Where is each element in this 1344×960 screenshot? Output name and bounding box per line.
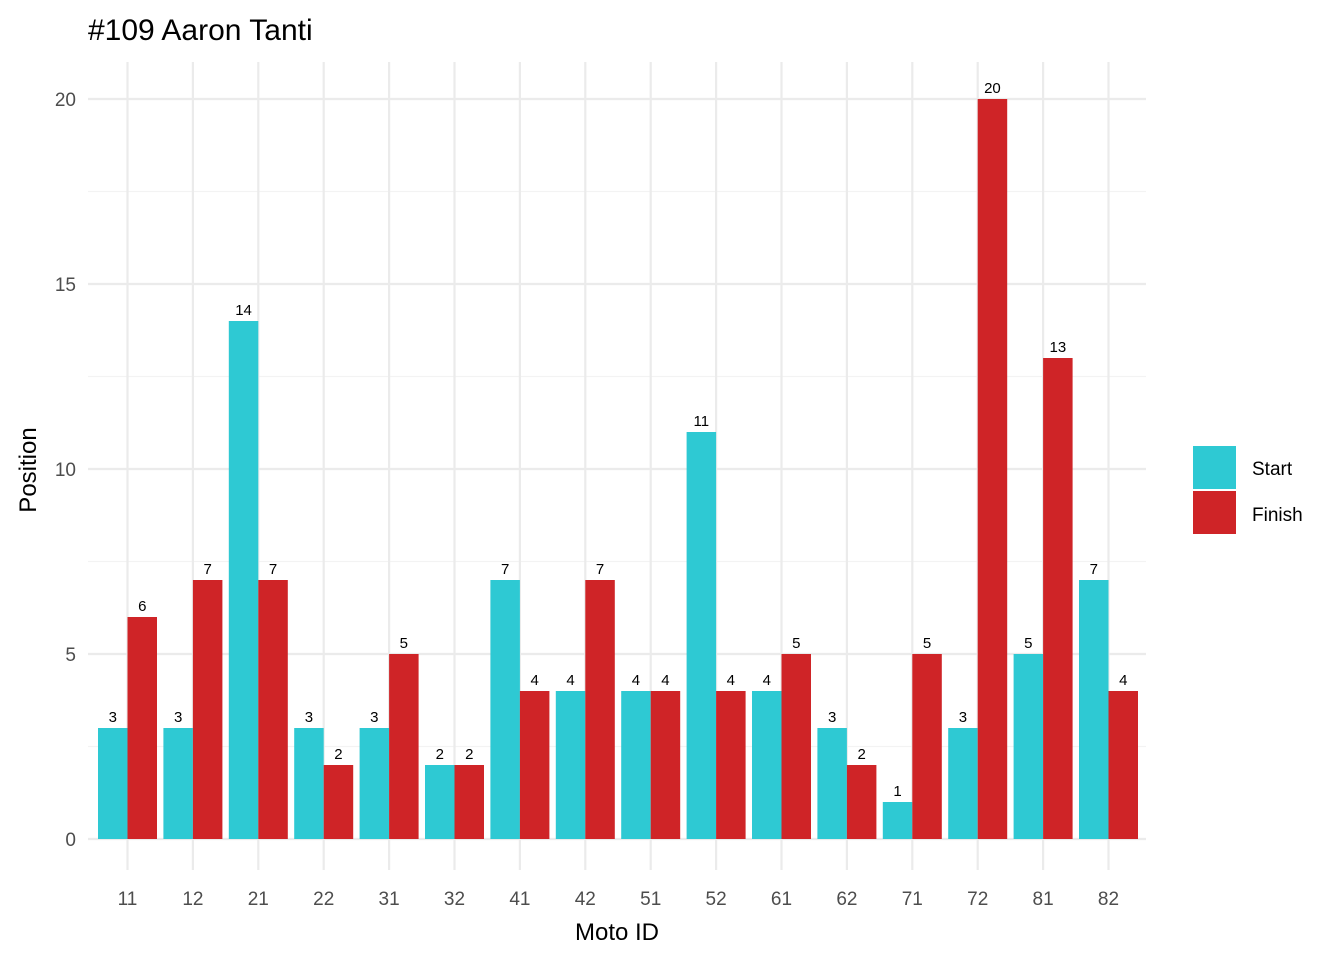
x-tick-label: 72 <box>967 889 988 910</box>
bar-start <box>490 580 520 839</box>
data-label-finish: 6 <box>138 598 146 615</box>
x-tick-label: 62 <box>836 889 857 910</box>
data-label-finish: 4 <box>530 672 538 689</box>
bar-finish <box>977 99 1008 839</box>
x-tick-label: 71 <box>902 889 923 910</box>
x-tick-label: 82 <box>1098 889 1119 910</box>
legend-key-start <box>1193 446 1236 489</box>
bar-finish <box>258 580 288 839</box>
data-label-start: 11 <box>694 413 710 430</box>
data-label-finish: 4 <box>727 672 735 689</box>
bar-finish <box>192 580 223 839</box>
x-tick-label: 22 <box>313 889 334 910</box>
bar-start <box>686 432 717 839</box>
x-tick-label: 41 <box>509 889 530 910</box>
x-tick-label: 11 <box>118 889 138 910</box>
data-label-finish: 2 <box>857 746 865 763</box>
data-label-start: 4 <box>566 672 574 689</box>
y-axis-title: Position <box>15 427 42 512</box>
chart-title: #109 Aaron Tanti <box>88 14 313 47</box>
x-axis-ticks: 11 12 21 22 31 32 41 42 51 52 61 62 71 72 81 82 <box>118 889 1119 910</box>
data-label-finish: 4 <box>1119 672 1127 689</box>
data-label-start: 7 <box>1090 561 1098 578</box>
x-tick-label: 52 <box>706 889 727 910</box>
data-label-finish: 5 <box>923 635 931 652</box>
data-label-start: 1 <box>893 783 901 800</box>
data-label-finish: 2 <box>334 746 342 763</box>
legend-key-finish <box>1193 491 1236 534</box>
x-tick-label: 12 <box>182 889 203 910</box>
x-axis-title: Moto ID <box>575 919 659 946</box>
x-tick-label: 32 <box>444 889 465 910</box>
y-tick-label: 0 <box>65 830 76 851</box>
data-label-finish: 4 <box>661 672 669 689</box>
data-label-start: 3 <box>109 709 117 726</box>
data-label-finish: 20 <box>984 80 1001 97</box>
data-label-start: 2 <box>436 746 444 763</box>
legend-label-start: Start <box>1252 459 1293 480</box>
data-label-finish: 7 <box>596 561 604 578</box>
bar-start <box>163 728 193 839</box>
bar-start <box>98 728 128 839</box>
data-label-finish: 2 <box>465 746 473 763</box>
data-label-finish: 13 <box>1050 339 1067 356</box>
x-tick-label: 81 <box>1033 889 1054 910</box>
bar-start <box>294 728 324 839</box>
data-label-start: 5 <box>1024 635 1032 652</box>
bar-start <box>817 728 847 839</box>
data-label-start: 3 <box>174 709 182 726</box>
data-label-start: 14 <box>235 302 252 319</box>
bar-finish <box>650 691 681 839</box>
data-label-start: 3 <box>305 709 313 726</box>
bar-start <box>752 691 782 839</box>
bar-finish <box>912 654 942 839</box>
bar-finish <box>781 654 811 839</box>
y-axis-ticks: 0 5 10 15 20 <box>55 90 76 851</box>
data-label-start: 3 <box>828 709 836 726</box>
bar-start <box>1013 654 1044 839</box>
x-tick-label: 21 <box>248 889 269 910</box>
bar-finish <box>389 654 419 839</box>
data-label-finish: 7 <box>269 561 277 578</box>
x-tick-label: 42 <box>575 889 596 910</box>
y-tick-label: 20 <box>55 90 76 111</box>
bar-finish <box>323 765 354 839</box>
bar-finish <box>1043 358 1073 839</box>
bar-start <box>1079 580 1109 839</box>
bar-finish <box>585 580 615 839</box>
y-tick-label: 15 <box>55 275 76 296</box>
bar-finish <box>454 765 484 839</box>
data-label-finish: 7 <box>203 561 211 578</box>
data-label-start: 3 <box>370 709 378 726</box>
bar-start <box>621 691 651 839</box>
bar-start <box>359 728 390 839</box>
bar-start <box>425 765 455 839</box>
data-label-start: 4 <box>763 672 771 689</box>
legend: Start Finish <box>1193 446 1303 534</box>
legend-label-finish: Finish <box>1252 505 1303 526</box>
bars <box>98 99 1138 839</box>
data-label-start: 4 <box>632 672 640 689</box>
x-tick-label: 61 <box>771 889 792 910</box>
bar-finish <box>519 691 550 839</box>
bar-finish <box>716 691 746 839</box>
y-tick-label: 5 <box>65 645 76 666</box>
data-label-start: 3 <box>959 709 967 726</box>
bar-start <box>882 802 913 839</box>
x-tick-label: 31 <box>379 889 400 910</box>
bar-finish <box>1108 691 1138 839</box>
bar-start <box>228 321 259 839</box>
bar-start <box>555 691 586 839</box>
y-tick-label: 10 <box>55 460 76 481</box>
data-label-start: 7 <box>501 561 509 578</box>
bar-finish <box>127 617 157 839</box>
bar-finish <box>846 765 877 839</box>
bar-start <box>948 728 978 839</box>
x-tick-label: 51 <box>640 889 661 910</box>
data-label-finish: 5 <box>400 635 408 652</box>
data-label-finish: 5 <box>792 635 800 652</box>
